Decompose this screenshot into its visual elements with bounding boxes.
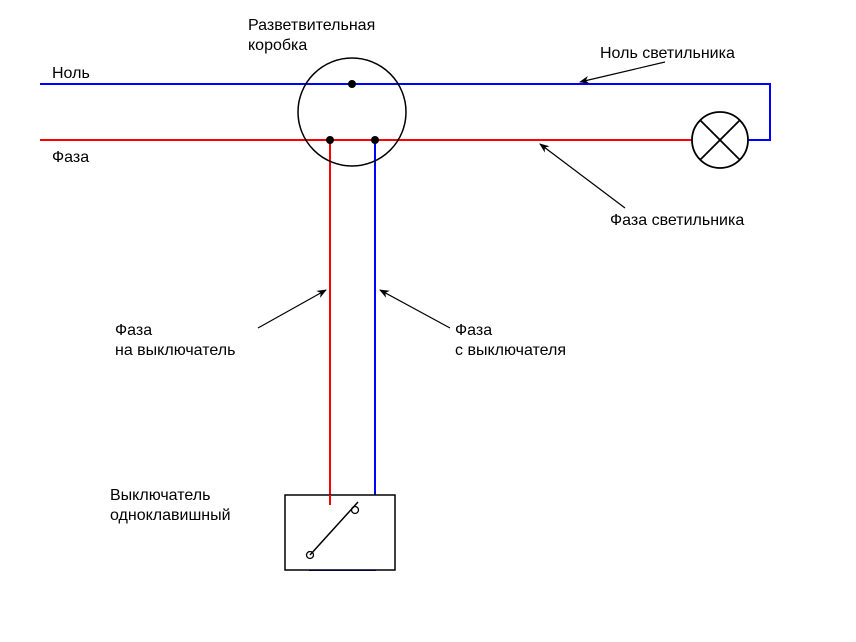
switch-symbol <box>285 495 395 570</box>
label-phase-from-switch-l2: с выключателя <box>455 342 566 359</box>
label-neutral-lamp: Ноль светильника <box>600 45 735 62</box>
arrow-phase-from-switch <box>380 290 450 328</box>
junction-dot <box>326 136 334 144</box>
arrow-phase-to-switch <box>258 290 326 328</box>
label-neutral-in: Ноль <box>52 65 90 82</box>
junction-dot <box>371 136 379 144</box>
wire-neutral <box>40 84 770 140</box>
junction-box <box>298 58 406 166</box>
arrow-neutral-lamp <box>580 62 665 82</box>
label-junction-box-line2: коробка <box>248 37 307 54</box>
label-phase-in: Фаза <box>52 149 89 166</box>
label-phase-lamp: Фаза светильника <box>610 212 744 229</box>
label-phase-to-switch-l1: Фаза <box>115 322 152 339</box>
label-switch-l1: Выключатель <box>110 487 210 504</box>
label-junction-box-line1: Разветвительная <box>248 17 375 34</box>
label-switch-l2: одноклавишный <box>110 507 231 524</box>
arrow-phase-lamp <box>540 144 625 208</box>
junction-dot <box>348 80 356 88</box>
lamp-symbol <box>692 112 748 168</box>
label-phase-from-switch-l1: Фаза <box>455 322 492 339</box>
label-phase-to-switch-l2: на выключатель <box>115 342 235 359</box>
